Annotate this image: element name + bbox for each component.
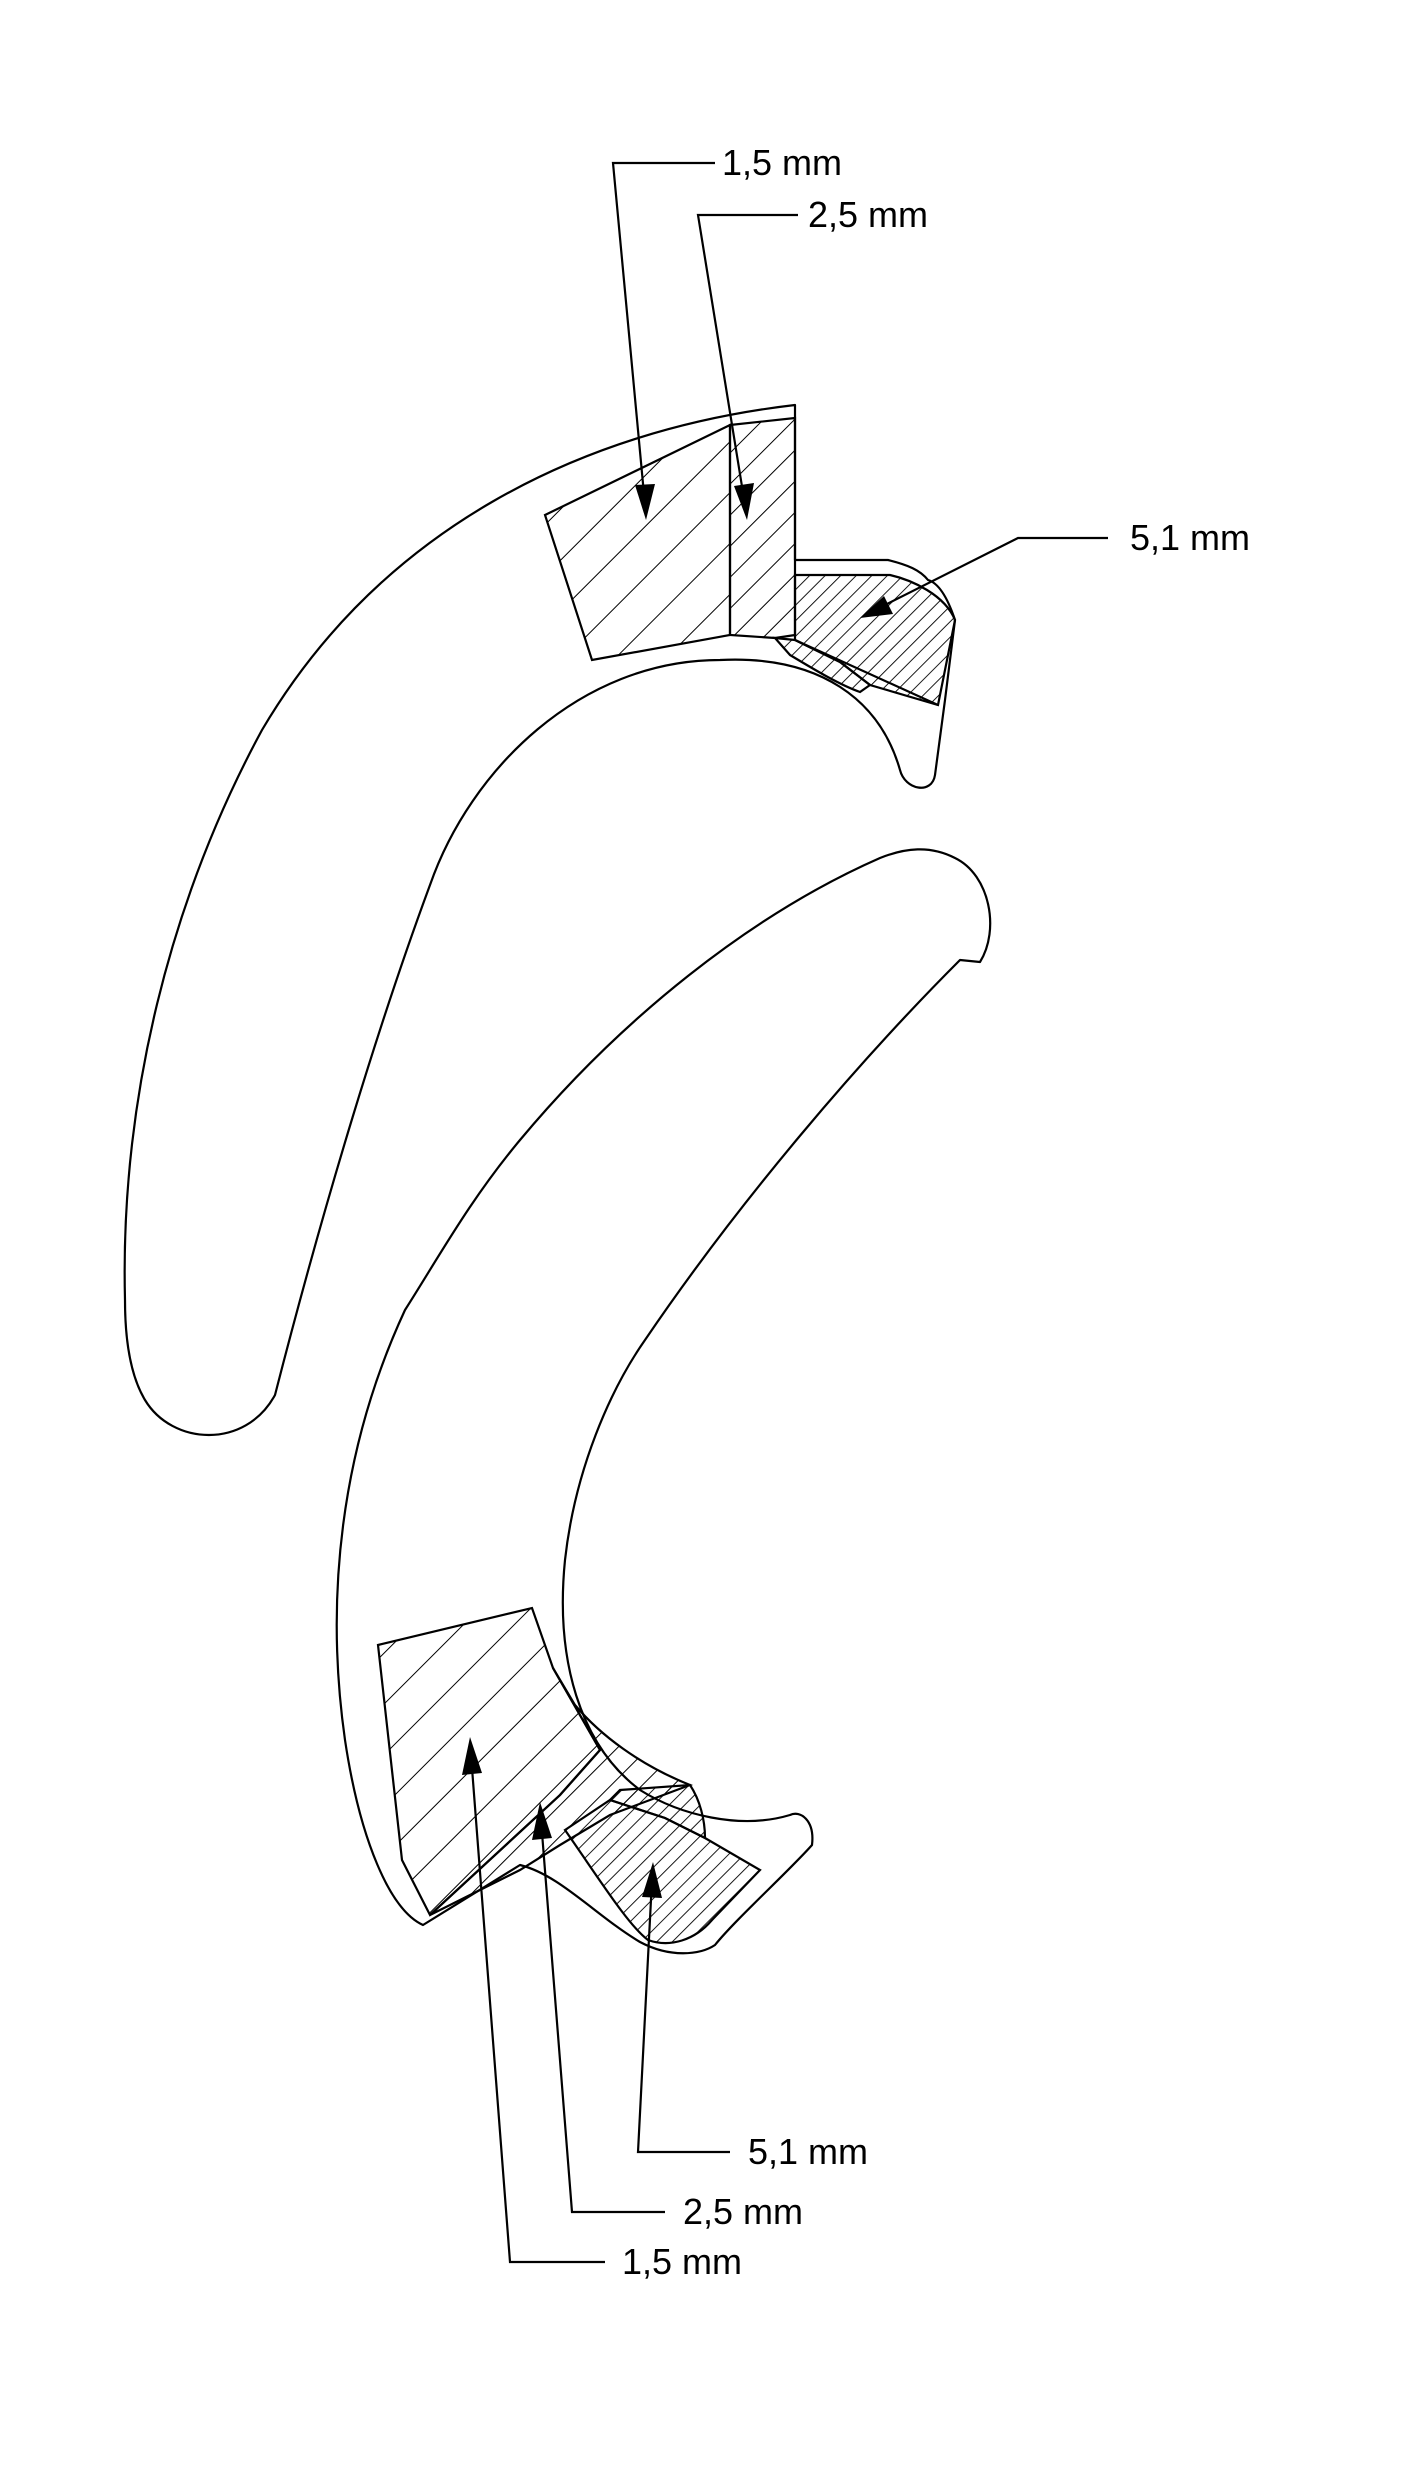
upper-region-5-1mm [793, 573, 957, 707]
lower-leader-2-5mm [539, 1819, 665, 2214]
lower-label-5-1mm: 5,1 mm [748, 2131, 868, 2172]
upper-leader-2-5mm [696, 213, 798, 506]
lower-lens-part [335, 848, 992, 1955]
upper-label-5-1mm: 5,1 mm [1130, 517, 1250, 558]
upper-label-1-5mm: 1,5 mm [722, 142, 842, 183]
upper-arrow-5-1mm [860, 596, 893, 618]
lower-arrow-5-1mm [642, 1862, 662, 1898]
lower-dimension-callouts: 5,1 mm 2,5 mm 1,5 mm [462, 1737, 868, 2282]
lower-label-2-5mm: 2,5 mm [683, 2191, 803, 2232]
upper-region-transition [772, 636, 872, 694]
upper-dimension-callouts: 1,5 mm 2,5 mm 5,1 mm [611, 142, 1250, 618]
lower-region-transition [607, 1783, 707, 1840]
upper-leader-5-1mm [874, 536, 1108, 611]
upper-region-2-5mm [728, 416, 797, 640]
lower-arrow-2-5mm [532, 1802, 552, 1840]
lower-label-1-5mm: 1,5 mm [622, 2241, 742, 2282]
upper-leader-1-5mm [611, 161, 715, 506]
upper-lens-outline [123, 403, 957, 1437]
upper-arrow-2-5mm [734, 483, 754, 520]
lower-leader-5-1mm [636, 1879, 730, 2154]
lower-arrow-1-5mm [462, 1737, 482, 1775]
lower-leader-1-5mm [469, 1754, 605, 2264]
upper-arrow-1-5mm [635, 484, 655, 520]
upper-lens-part [123, 403, 957, 1437]
upper-edge-line [794, 638, 939, 707]
upper-label-2-5mm: 2,5 mm [808, 194, 928, 235]
